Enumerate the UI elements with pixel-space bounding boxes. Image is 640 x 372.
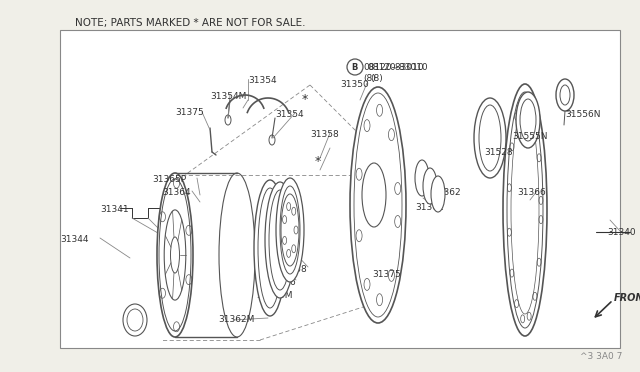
Text: 31354: 31354 [248, 76, 276, 85]
Text: 31366: 31366 [517, 188, 546, 197]
Ellipse shape [474, 98, 506, 178]
Text: NOTE; PARTS MARKED * ARE NOT FOR SALE.: NOTE; PARTS MARKED * ARE NOT FOR SALE. [75, 18, 305, 28]
Ellipse shape [157, 173, 193, 337]
Text: 31375: 31375 [175, 108, 204, 117]
Text: 31364: 31364 [162, 188, 191, 197]
Text: 08120-83010: 08120-83010 [363, 63, 424, 72]
Text: 31366M: 31366M [256, 291, 292, 300]
Text: 31358: 31358 [310, 130, 339, 139]
Text: (8): (8) [363, 74, 376, 83]
Ellipse shape [265, 182, 295, 298]
Ellipse shape [276, 178, 304, 282]
Ellipse shape [556, 79, 574, 111]
Text: *: * [302, 93, 308, 106]
Ellipse shape [350, 87, 406, 323]
Ellipse shape [423, 168, 437, 204]
Text: 31354: 31354 [275, 110, 303, 119]
Text: 31341: 31341 [100, 205, 129, 214]
Text: 08120-83010: 08120-83010 [367, 63, 428, 72]
Text: (8): (8) [370, 74, 383, 83]
Text: B: B [351, 63, 357, 72]
Text: 31361: 31361 [415, 203, 444, 212]
Text: 31362M: 31362M [218, 315, 254, 324]
Text: 31375: 31375 [372, 270, 401, 279]
Ellipse shape [415, 160, 429, 196]
Ellipse shape [503, 84, 547, 336]
Text: 31555N: 31555N [512, 132, 547, 141]
Text: 31354M: 31354M [210, 92, 246, 101]
Text: 31350: 31350 [340, 80, 369, 89]
Text: 31362: 31362 [432, 188, 461, 197]
Text: FRONT: FRONT [614, 293, 640, 303]
Text: ^3 3A0 7: ^3 3A0 7 [580, 352, 622, 361]
Ellipse shape [431, 176, 445, 212]
FancyBboxPatch shape [60, 30, 620, 348]
Text: 31528: 31528 [484, 148, 513, 157]
Text: 31358: 31358 [278, 265, 307, 274]
Text: 31356: 31356 [267, 278, 296, 287]
Ellipse shape [254, 180, 286, 316]
Text: *: * [315, 155, 321, 169]
Ellipse shape [516, 92, 540, 148]
Text: 31340: 31340 [607, 228, 636, 237]
Text: 31344: 31344 [60, 235, 88, 244]
Text: 31365P: 31365P [152, 175, 186, 184]
Text: 31556N: 31556N [565, 110, 600, 119]
